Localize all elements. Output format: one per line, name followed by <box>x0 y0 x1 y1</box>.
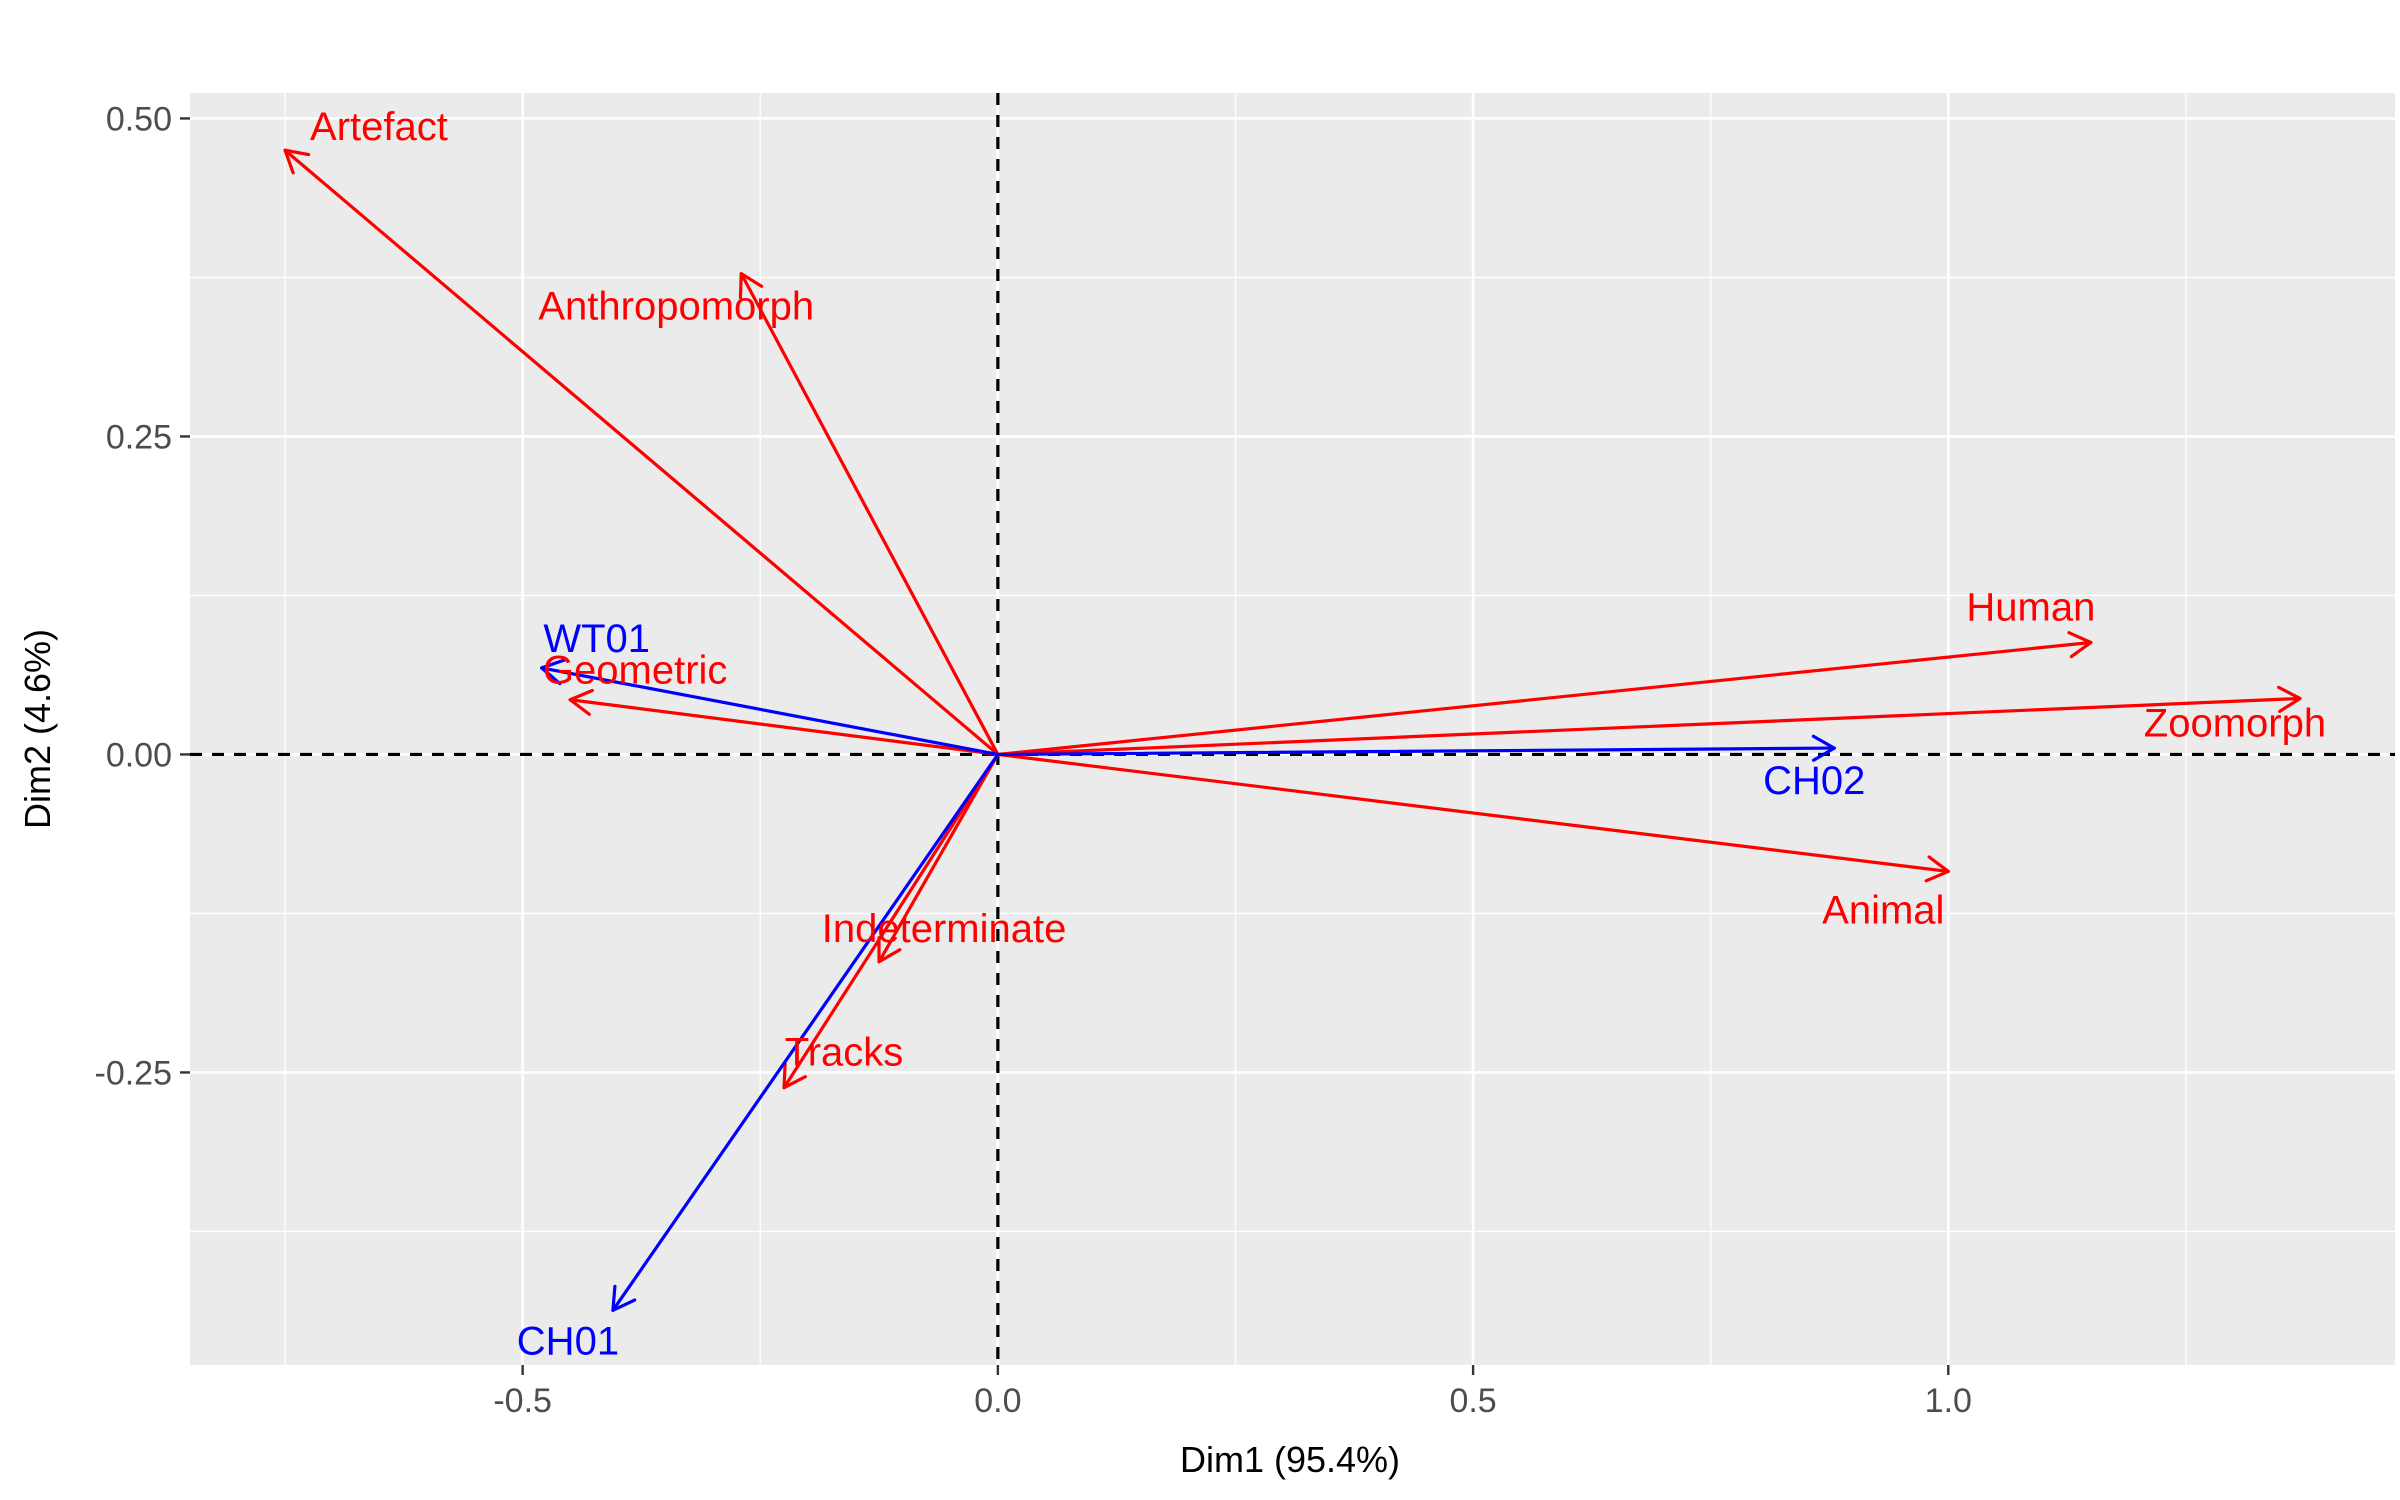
y-tick-label: 0.25 <box>106 418 172 456</box>
vector-label-tracks: Tracks <box>785 1031 904 1075</box>
vector-arrow-anthropomorph <box>739 272 1000 757</box>
reference-lines <box>190 93 2395 1365</box>
y-tick-label: 0.00 <box>106 736 172 774</box>
vector-arrow-ch02 <box>996 746 1836 757</box>
x-tick-label: 0.0 <box>974 1382 1021 1420</box>
x-axis-title: Dim1 (95.4%) <box>1180 1439 1400 1480</box>
vector-arrow-animal <box>996 752 1950 874</box>
vector-arrow-artefact <box>283 148 1000 757</box>
vector-arrow-indeterminate <box>877 752 1000 964</box>
plot-panel <box>190 93 2395 1365</box>
vector-label-animal: Animal <box>1822 888 1944 932</box>
vector-arrow-geometric <box>568 698 1000 757</box>
arrowhead-zoomorph <box>2277 685 2302 713</box>
arrowhead-indeterminate <box>877 936 902 964</box>
vector-arrow-zoomorph <box>996 696 2302 757</box>
vector-label-artefact: Artefact <box>310 105 448 149</box>
vector-label-geometric: Geometric <box>543 649 728 693</box>
x-tick-label: -0.5 <box>493 1382 552 1420</box>
arrowhead-wt01 <box>540 658 566 686</box>
y-tick-label: 0.50 <box>106 100 172 138</box>
vector-layer <box>283 148 2302 1312</box>
arrowhead-artefact <box>283 148 311 175</box>
vector-label-layer: Artefact Anthropomorph Geometric Human Zoomo… <box>310 105 2326 1363</box>
vector-arrow-tracks <box>782 752 1000 1090</box>
x-axis: -0.5 0.0 0.5 1.0 <box>493 1365 1972 1420</box>
y-axis-title: Dim2 (4.6%) <box>17 629 58 829</box>
vector-arrow-ch01 <box>611 752 1000 1312</box>
vector-arrow-wt01 <box>540 666 1000 757</box>
arrowhead-ch02 <box>1811 734 1836 762</box>
arrowhead-tracks <box>782 1062 807 1090</box>
vector-label-ch01: CH01 <box>517 1319 619 1363</box>
vector-label-wt01: WT01 <box>543 617 650 661</box>
arrowhead-geometric <box>568 688 594 716</box>
vector-label-zoomorph: Zoomorph <box>2144 701 2326 745</box>
vector-label-indeterminate: Indeterminate <box>822 907 1067 951</box>
y-tick-label: -0.25 <box>95 1054 173 1092</box>
arrowhead-animal <box>1924 855 1950 883</box>
y-axis: 0.50 0.25 0.00 -0.25 <box>95 100 190 1092</box>
x-tick-label: 1.0 <box>1925 1382 1972 1420</box>
vector-label-ch02: CH02 <box>1763 759 1865 803</box>
vector-arrow-human <box>996 640 2093 757</box>
arrowhead-human <box>2067 631 2093 659</box>
arrowhead-anthropomorph <box>738 272 764 300</box>
vector-label-human: Human <box>1966 586 2095 630</box>
x-tick-label: 0.5 <box>1449 1382 1496 1420</box>
arrowhead-ch01 <box>611 1284 637 1312</box>
vector-label-anthropomorph: Anthropomorph <box>538 285 814 329</box>
